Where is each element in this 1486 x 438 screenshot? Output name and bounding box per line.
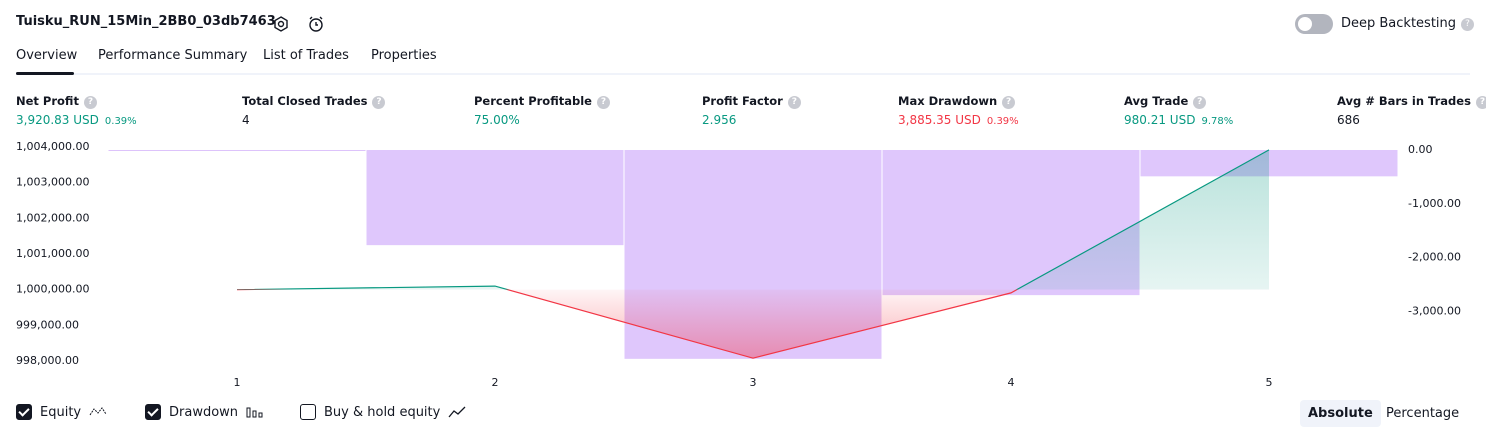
stat-value: 4 xyxy=(242,113,250,127)
strategy-name: Tuisku_RUN_15Min_2BB0_03db7463 xyxy=(16,14,276,29)
stat-value-text: 4 xyxy=(242,113,250,127)
help-icon: ? xyxy=(372,96,386,109)
deep-backtesting-switch[interactable] xyxy=(1295,14,1333,34)
toggle-label: Equity xyxy=(40,404,82,420)
stat-label: Net Profit? xyxy=(16,94,97,109)
stat-value: 3,885.35 USD 0.39% xyxy=(898,113,1019,127)
chart: 1,004,000.00 1,003,000.00 1,002,000.00 1,00… xyxy=(16,140,1461,389)
stat-label-text: Percent Profitable xyxy=(474,94,592,108)
stat-label: Avg # Bars in Trades? xyxy=(1337,94,1486,109)
stat-value: 686 xyxy=(1337,113,1360,127)
stat-value: 3,920.83 USD 0.39% xyxy=(16,113,137,127)
tab[interactable]: List of Trades xyxy=(263,48,349,63)
stat-label: Avg Trade? xyxy=(1124,94,1207,109)
stat-value: 75.00% xyxy=(474,113,520,127)
stat-label-text: Avg Trade xyxy=(1124,94,1189,108)
help-icon: ? xyxy=(1002,96,1016,109)
alert-icon[interactable] xyxy=(306,14,326,34)
stat-label-text: Net Profit xyxy=(16,94,79,108)
stat-percent: 9.78% xyxy=(1201,116,1234,127)
help-icon: ? xyxy=(83,96,97,109)
tab[interactable]: Performance Summary xyxy=(98,48,248,63)
deep-backtesting-label: Deep Backtesting? xyxy=(1341,16,1475,31)
stat-percent: 0.39% xyxy=(104,116,137,127)
stat-label-text: Profit Factor xyxy=(702,94,783,108)
toggle-label: Buy & hold equity xyxy=(324,404,441,420)
stat-label-text: Avg # Bars in Trades xyxy=(1337,94,1471,108)
tab[interactable]: Overview xyxy=(16,48,78,63)
y-tick-label: 1,002,000.00 xyxy=(16,211,89,224)
toggle[interactable]: Drawdown xyxy=(145,404,266,420)
y2-tick-label: -3,000.00 xyxy=(1408,304,1461,317)
stat-label-text: Total Closed Trades xyxy=(242,94,368,108)
toggle-icon xyxy=(246,407,263,418)
y-tick-label: 998,000.00 xyxy=(16,354,79,367)
y-tick-label: 1,001,000.00 xyxy=(16,247,89,260)
help-icon: ? xyxy=(1193,96,1207,109)
drawdown-bar xyxy=(366,150,624,246)
toggle-icon xyxy=(448,406,466,418)
stat-label: Percent Profitable? xyxy=(474,94,610,109)
x-tick-label: 1 xyxy=(234,376,241,389)
tab[interactable]: Properties xyxy=(371,48,437,63)
stat-label: Profit Factor? xyxy=(702,94,801,109)
toggle-label: Drawdown xyxy=(169,404,239,420)
x-tick-label: 5 xyxy=(1266,376,1273,389)
stat-value: 2.956 xyxy=(702,113,736,127)
equity-line xyxy=(236,149,1270,359)
stat-value: 980.21 USD 9.78% xyxy=(1124,113,1233,127)
stat-label: Max Drawdown? xyxy=(898,94,1016,109)
stat-label: Total Closed Trades? xyxy=(242,94,386,109)
y-tick-label: 1,003,000.00 xyxy=(16,176,89,189)
toggle-icon xyxy=(89,407,107,416)
y-tick-label: 1,000,000.00 xyxy=(16,283,89,296)
y-tick-label: 1,004,000.00 xyxy=(16,140,89,153)
mode-button[interactable]: Percentage xyxy=(1386,406,1460,421)
checkbox[interactable] xyxy=(300,404,316,420)
mode-button[interactable]: Absolute xyxy=(1300,400,1381,427)
stat-label-text: Max Drawdown xyxy=(898,94,998,108)
help-icon: ? xyxy=(1475,96,1486,109)
toggle[interactable]: Equity xyxy=(16,404,109,420)
stat-value-text: 2.956 xyxy=(702,113,737,127)
x-tick-label: 4 xyxy=(1008,376,1015,389)
y2-tick-label: -2,000.00 xyxy=(1408,251,1461,264)
stat-value-text: 686 xyxy=(1337,113,1360,127)
settings-icon[interactable] xyxy=(272,15,290,33)
help-icon: ? xyxy=(596,96,610,109)
equity-area xyxy=(237,149,1269,359)
help-icon: ? xyxy=(787,96,801,109)
checkbox[interactable] xyxy=(16,404,32,420)
x-tick-label: 3 xyxy=(750,376,757,389)
stat-value-text: 3,920.83 USD xyxy=(16,113,99,127)
deep-backtesting-text: Deep Backtesting xyxy=(1341,16,1457,31)
active-tab-indicator xyxy=(16,72,74,75)
checkbox[interactable] xyxy=(145,404,161,420)
stat-percent: 0.39% xyxy=(986,116,1019,127)
toggle[interactable]: Buy & hold equity xyxy=(300,404,468,420)
y-tick-label: 999,000.00 xyxy=(16,318,79,331)
y2-tick-label: -1,000.00 xyxy=(1408,197,1461,210)
x-tick-label: 2 xyxy=(492,376,499,389)
y2-tick-label: 0.00 xyxy=(1408,143,1433,156)
stat-value-text: 75.00% xyxy=(474,113,520,127)
stat-value-text: 3,885.35 USD xyxy=(898,113,981,127)
tab-divider xyxy=(16,73,1470,75)
drawdown-bar xyxy=(108,150,366,151)
stat-value-text: 980.21 USD xyxy=(1124,113,1196,127)
